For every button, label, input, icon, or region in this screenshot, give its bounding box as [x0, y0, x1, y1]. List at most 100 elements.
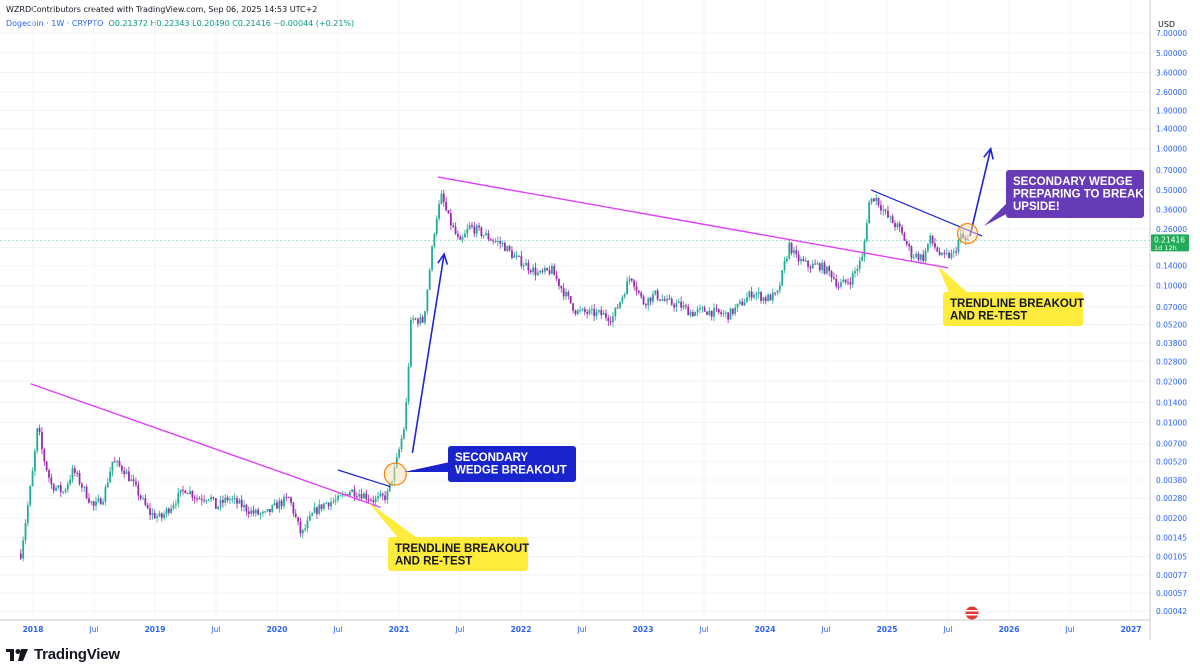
candle-down: [280, 500, 283, 506]
candle-down: [287, 497, 290, 499]
target-arrow-head: [983, 146, 994, 160]
candle-up: [55, 487, 57, 491]
trendline-retest-label-1-text: TRENDLINE BREAKOUT: [395, 543, 529, 555]
candle-down: [562, 288, 565, 297]
price-tick: 0.00520: [1156, 457, 1187, 466]
wedge-preparing-label-tail: [984, 200, 1010, 226]
candle-up: [781, 270, 784, 286]
candle-up: [165, 508, 168, 515]
candle-up: [762, 297, 765, 301]
candle-up: [623, 294, 626, 297]
candle-down: [837, 286, 840, 288]
candle-up: [856, 268, 859, 272]
candle-up: [858, 260, 861, 269]
candle-down: [193, 497, 196, 499]
time-tick: 2026: [999, 625, 1020, 634]
candle-up: [652, 294, 654, 302]
candle-up: [36, 428, 39, 451]
symbol-name[interactable]: Dogecoin · 1W · CRYPTO: [6, 19, 104, 28]
candle-down: [144, 498, 147, 505]
candle-up: [109, 471, 111, 483]
candle-up: [95, 501, 97, 506]
candle-up: [919, 254, 922, 260]
candle-up: [424, 311, 426, 323]
tradingview-logo[interactable]: TradingView: [6, 646, 120, 663]
tradingview-mark-icon: [6, 648, 28, 661]
trendline-retest-label-2-text: TRENDLINE BREAKOUT: [950, 298, 1084, 310]
candle-down: [630, 278, 633, 281]
time-tick: Jul: [698, 625, 708, 634]
candle-down: [276, 502, 278, 509]
candle-down: [200, 498, 203, 501]
candle-up: [358, 494, 361, 497]
price-tick: 0.26000: [1156, 225, 1187, 234]
candle-down: [88, 498, 90, 503]
candle-down: [668, 298, 671, 300]
candle-down: [38, 428, 41, 432]
candle-up: [31, 471, 34, 487]
candle-up: [682, 305, 685, 308]
candle-up: [464, 233, 466, 238]
candle-down: [663, 299, 666, 301]
candle-down: [50, 477, 53, 485]
candle-down: [252, 510, 255, 514]
candle-down: [828, 266, 831, 272]
candle-up: [125, 471, 128, 475]
candle-up: [283, 496, 285, 506]
candle-down: [955, 251, 957, 253]
price-tick: 0.00077: [1156, 571, 1187, 580]
wedge-line-2020: [337, 469, 391, 488]
candle-up: [410, 319, 412, 367]
last-price-value: 0.21416: [1154, 235, 1185, 244]
candle-down: [299, 521, 302, 534]
candle-down: [384, 495, 386, 500]
candle-down: [59, 485, 62, 493]
candle-up: [647, 297, 650, 306]
candle-up: [400, 438, 403, 450]
candle-up: [800, 259, 802, 262]
candle-up: [266, 508, 269, 512]
candle-down: [659, 299, 661, 301]
wedge-breakout-label-text: WEDGE BREAKOUT: [455, 465, 567, 477]
price-tick: 0.02000: [1156, 377, 1187, 386]
candle-up: [231, 498, 234, 500]
candle-up: [565, 291, 567, 297]
candle-down: [529, 270, 532, 273]
candle-down: [553, 266, 556, 276]
candle-down: [452, 225, 455, 227]
candle-up: [62, 491, 64, 493]
candle-up: [666, 298, 668, 301]
candle-down: [574, 310, 577, 315]
candle-up: [301, 529, 304, 534]
candle-down: [898, 223, 901, 227]
candle-up: [433, 233, 436, 247]
us-flag-icon: [964, 605, 980, 621]
candle-down: [492, 240, 495, 242]
time-tick: 2025: [877, 625, 898, 634]
candle-up: [440, 193, 443, 205]
candle-down: [226, 497, 229, 501]
candle-up: [224, 497, 227, 503]
candle-up: [713, 308, 715, 317]
candle-down: [214, 498, 217, 509]
candle-up: [66, 483, 69, 490]
candle-down: [320, 504, 323, 509]
candle-up: [271, 505, 274, 512]
candle-down: [635, 286, 638, 291]
trendline-2018: [30, 383, 381, 509]
candle-down: [849, 282, 852, 285]
candle-down: [887, 210, 889, 218]
candle-up: [581, 308, 584, 310]
candle-up: [748, 291, 751, 298]
candle-down: [417, 319, 419, 324]
candle-up: [677, 301, 680, 304]
candle-down: [774, 292, 777, 294]
candle-down: [78, 473, 81, 484]
candle-up: [64, 489, 67, 492]
candle-down: [880, 205, 882, 211]
candle-up: [116, 461, 119, 463]
